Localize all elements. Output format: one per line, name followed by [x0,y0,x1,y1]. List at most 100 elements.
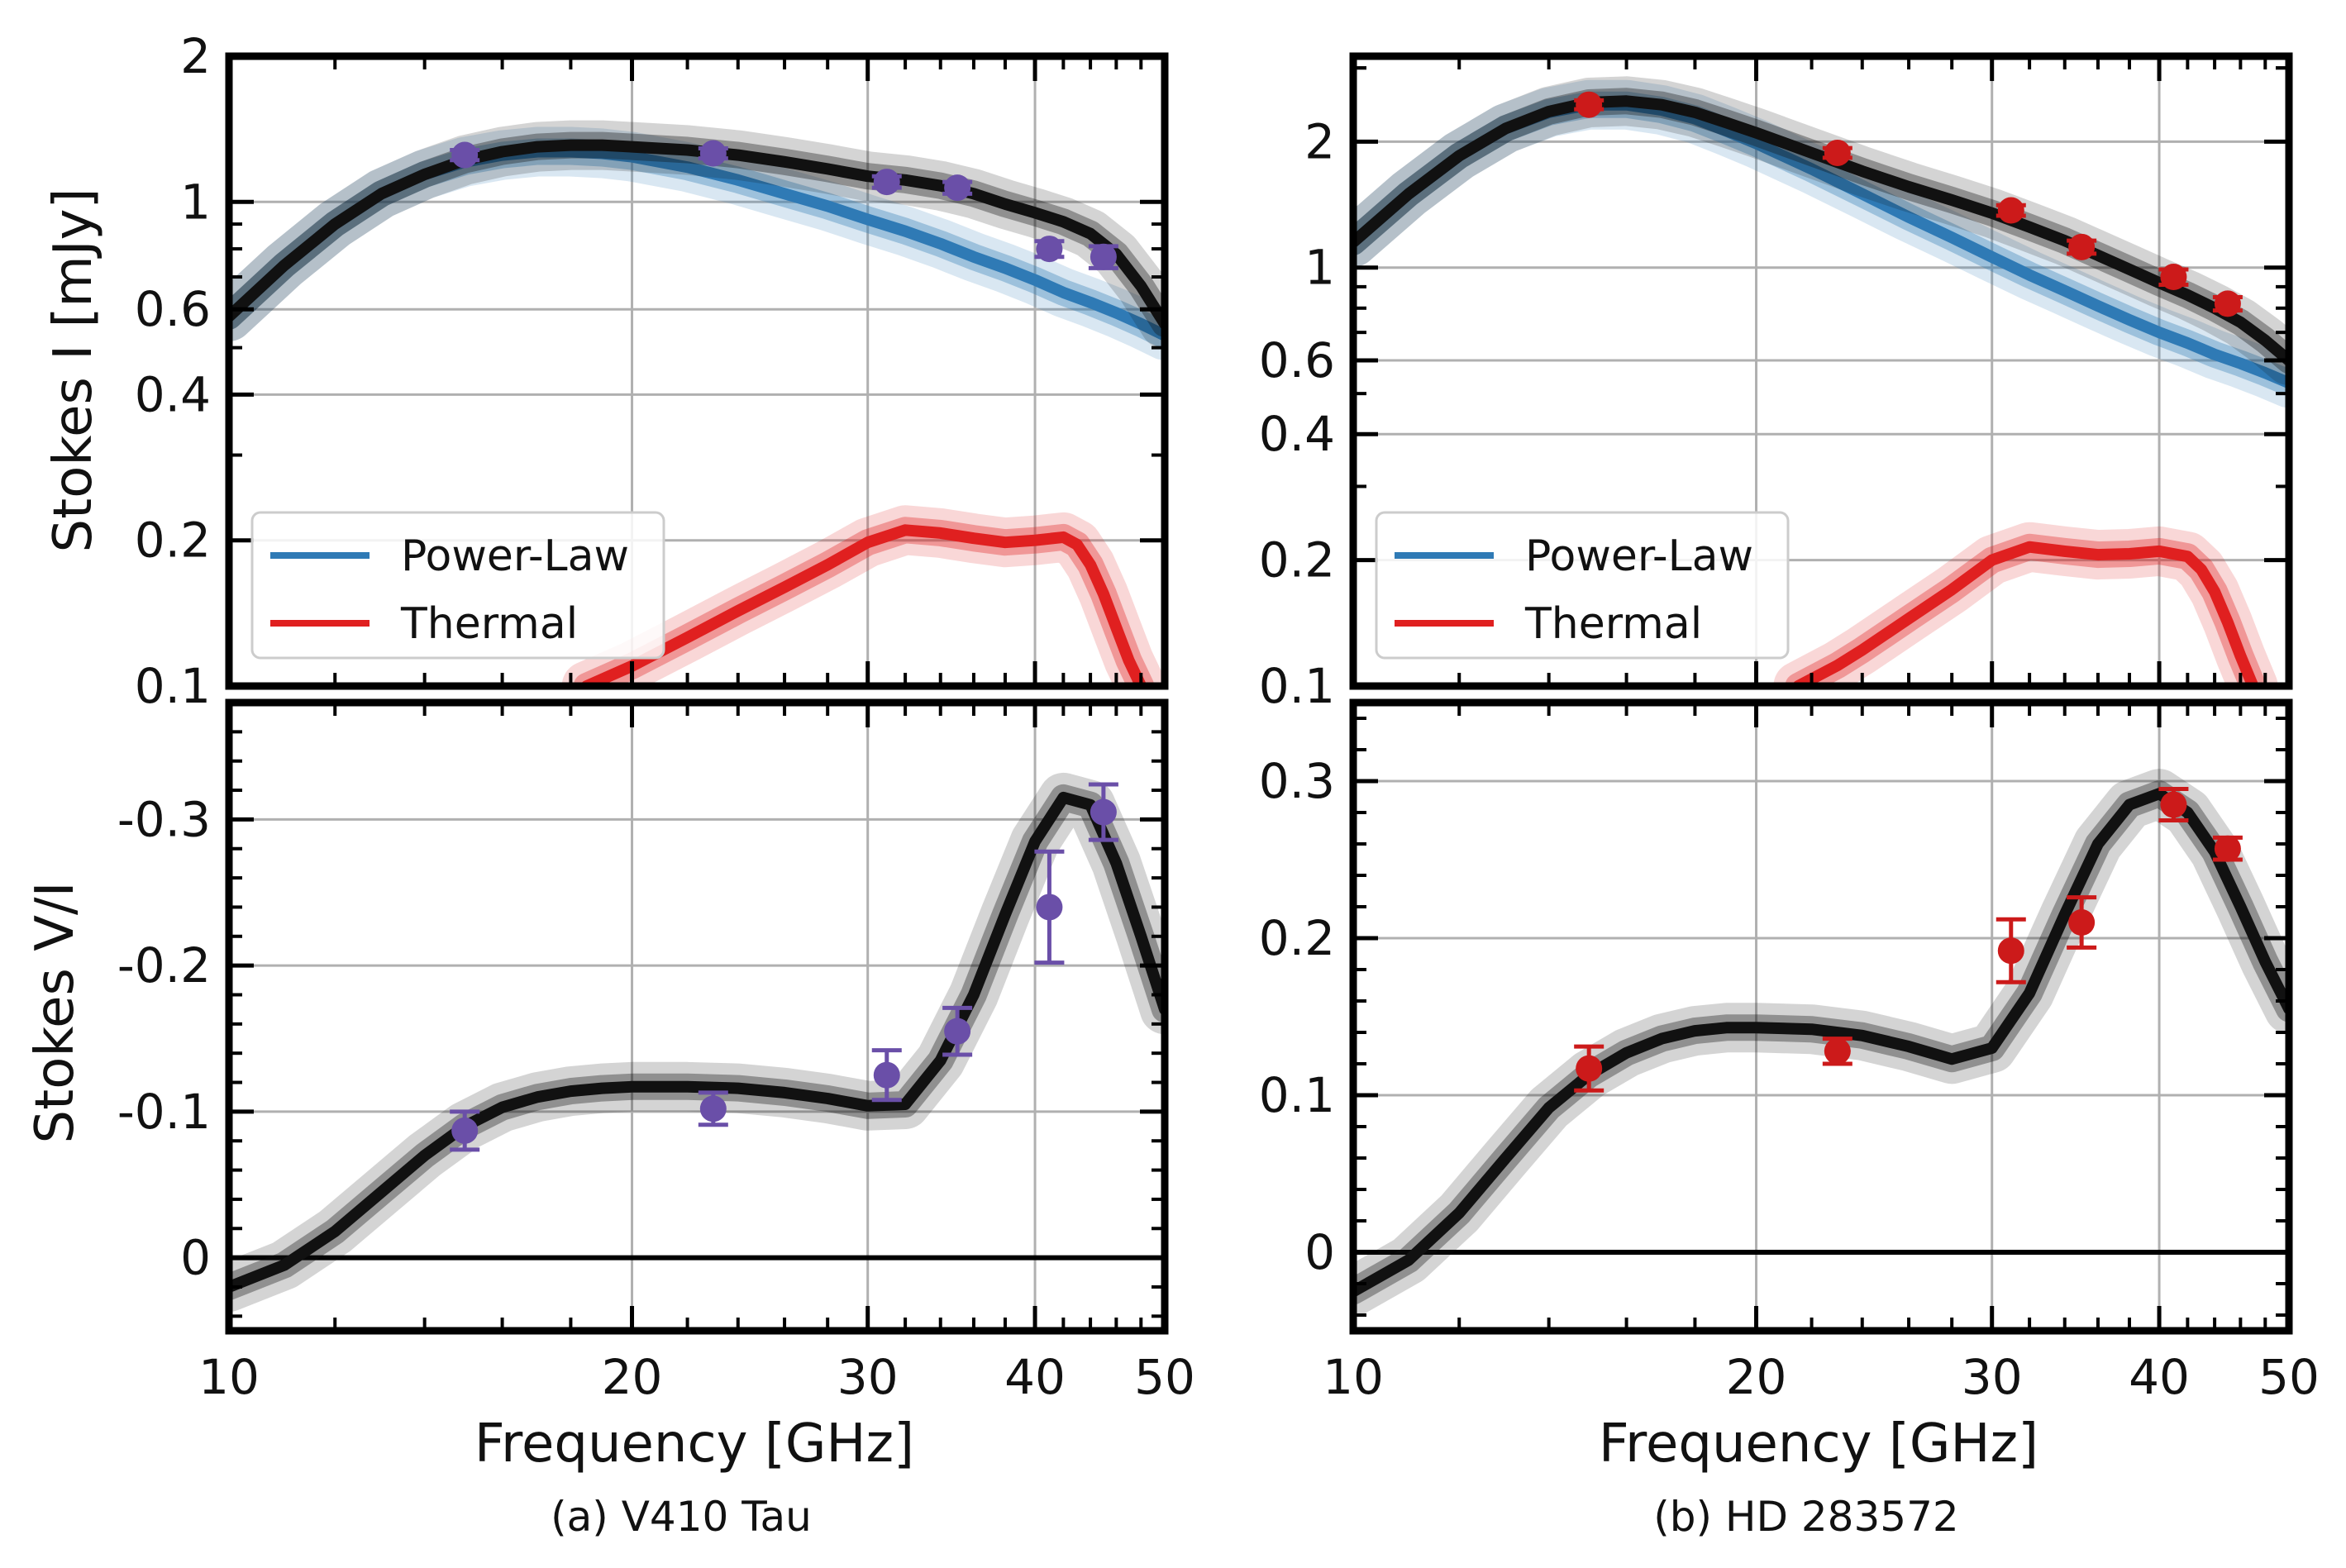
y-tick-label: -0.1 [117,1084,211,1140]
x-tick-label: 20 [1726,1349,1787,1405]
y-tick-label: 1 [1304,240,1335,296]
data-point [1822,1037,1852,1066]
data-marker [451,1117,479,1144]
x-tick-label: 20 [602,1349,663,1405]
model-line [229,791,1165,1293]
y-tick-label: -0.2 [117,937,211,994]
data-point [2212,290,2243,317]
data-point [2067,895,2097,950]
x-axis-label-a: Frequency [GHz] [474,1413,914,1475]
y-tick-label: 0.3 [1259,753,1335,809]
data-marker [1036,894,1063,921]
data-point [698,1090,728,1127]
series-group [1353,769,2289,1317]
data-marker [699,1095,727,1122]
y-tick-label: 0.1 [1259,1067,1335,1123]
data-marker [2160,791,2187,818]
data-marker [2160,264,2187,291]
legend: Power-Law Thermal [250,511,665,660]
data-marker [2214,290,2241,317]
y-tick-label: 2 [180,28,211,84]
series-group [229,120,1165,686]
x-tick-label: 30 [1962,1349,2023,1405]
data-marker [2214,835,2241,862]
series-thermal [580,524,1147,686]
caption-a: (a) V410 Tau [551,1493,812,1541]
y-axis-label-bottom: Stokes V/I [25,882,86,1144]
data-point [1574,91,1605,118]
data-marker [944,174,971,202]
data-marker [2068,909,2096,936]
plot-frame [1349,52,2293,690]
data-marker [2068,233,2096,260]
data-point [942,174,973,202]
x-tick-label: 10 [1323,1349,1384,1405]
series-group [229,772,1165,1312]
y-axis-label-top: Stokes I [mJy] [43,188,104,553]
legend: Power-Law Thermal [1375,511,1790,660]
data-marker [1036,236,1063,263]
y-tick-label: 0.4 [135,366,211,422]
data-point [2158,264,2189,291]
y-tick-label: 0.1 [135,658,211,714]
x-tick-label: 40 [1004,1349,1066,1405]
y-tick-label: 0.6 [135,281,211,337]
data-marker [944,1018,971,1045]
panel-b-stokes-vi: 10 20 30 40 50 0 0.1 0.2 0.3 [1259,698,2320,1405]
data-marker [699,140,727,167]
data-marker [1090,798,1117,826]
model-line [229,139,1165,330]
data-point [1822,139,1852,166]
legend-label: Power-Law [401,531,629,581]
data-point [1996,917,2026,984]
data-point [1034,849,1065,965]
y-tick-label: 1 [180,174,211,230]
model-line-band-inner [1353,780,2289,1305]
data-point [1034,236,1065,263]
model-line [1353,95,2289,367]
data-marker [1576,91,1603,118]
data-point [871,1048,902,1103]
plot-frame [225,698,1169,1335]
data-point [1088,782,1118,842]
y-tick-label: 0.2 [1259,532,1335,589]
data-point [1088,243,1118,270]
data-marker [1824,1037,1851,1065]
y-tick-label: 0.2 [135,512,211,569]
caption-b: (b) HD 283572 [1653,1493,1959,1541]
series-group [1353,76,2289,686]
x-axis-label-b: Frequency [GHz] [1599,1413,2038,1475]
y-tick-label: 0 [180,1230,211,1286]
legend-label: Thermal [1524,599,1702,649]
x-tick-label: 40 [2129,1349,2190,1405]
plot-frame [1349,698,2293,1335]
x-tick-label: 30 [837,1349,899,1405]
data-marker [873,169,900,196]
y-tick-label: 0.6 [1259,332,1335,388]
panel-a-stokes-vi: 10 20 30 40 50 0 -0.1 -0.2 -0.3 [117,698,1195,1405]
data-point [1996,197,2026,224]
data-point [942,1005,973,1057]
y-tick-label: 0.1 [1259,658,1335,714]
data-marker [1090,243,1117,270]
data-point [450,141,480,169]
y-tick-label: 0.4 [1259,406,1335,462]
data-marker [451,141,479,169]
data-marker [1997,197,2024,224]
data-point [2212,835,2243,862]
panel-a-stokes-i: 0.1 0.2 0.4 0.6 1 2 Power-Law Thermal [135,28,1169,714]
x-tick-label: 50 [2258,1349,2320,1405]
legend-label: Power-Law [1525,531,1753,581]
x-tick-label: 10 [198,1349,260,1405]
y-tick-label: 0 [1304,1224,1335,1280]
data-point [1574,1044,1605,1093]
data-marker [1997,937,2024,965]
series-thermal [1792,541,2259,686]
data-point [2158,787,2189,822]
legend-label: Thermal [400,599,578,649]
data-marker [1824,139,1851,166]
y-tick-label: 2 [1304,113,1335,169]
x-tick-label: 50 [1134,1349,1195,1405]
panel-b-stokes-i: 0.1 0.2 0.4 0.6 1 2 Power-Law Thermal [1259,52,2293,714]
